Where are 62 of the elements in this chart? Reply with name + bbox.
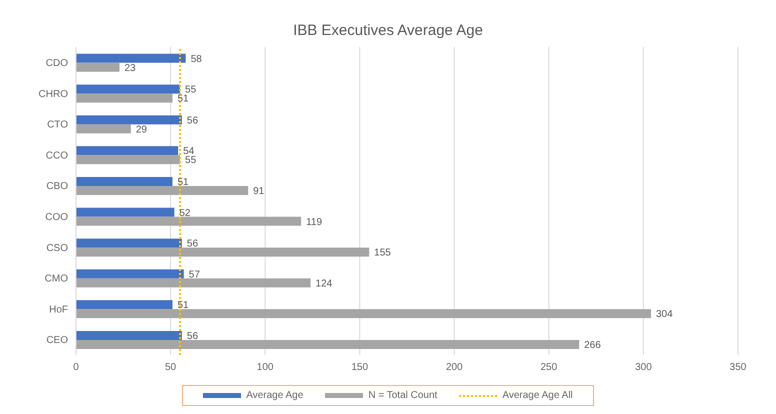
bar <box>76 300 172 310</box>
bar <box>76 155 180 164</box>
bar <box>76 216 302 226</box>
data-label: 57 <box>188 269 200 280</box>
x-tick-label: 150 <box>351 362 368 374</box>
legend-label: Average Age <box>245 390 304 401</box>
x-tick-label: 350 <box>730 362 747 374</box>
data-label: 266 <box>584 340 602 352</box>
y-tick-label: CMO <box>44 274 68 285</box>
legend-label: Average Age All <box>501 390 573 401</box>
data-label: 119 <box>306 216 322 228</box>
y-tick-label: CCO <box>46 150 68 162</box>
data-label: 54 <box>183 146 195 158</box>
data-label: 56 <box>186 238 198 250</box>
bar <box>76 186 248 195</box>
bar <box>76 124 131 134</box>
y-tick-label: CTO <box>47 120 68 131</box>
x-tick-label: 200 <box>446 362 464 374</box>
data-label: 23 <box>124 62 136 74</box>
y-tick-label: HoF <box>49 304 68 316</box>
bar <box>76 238 182 248</box>
y-tick-label: CDO <box>46 58 68 69</box>
bar <box>76 94 172 103</box>
bar <box>76 330 182 340</box>
data-label: 52 <box>179 208 191 219</box>
data-label: 51 <box>177 177 190 188</box>
y-tick-label: COO <box>45 212 68 223</box>
x-tick-label: 50 <box>165 362 177 374</box>
bar <box>76 115 182 124</box>
data-label: 155 <box>374 248 392 259</box>
y-tick-label: CBO <box>46 181 68 192</box>
data-label: 91 <box>253 186 265 198</box>
bar <box>76 309 651 318</box>
x-tick-label: 100 <box>256 362 274 374</box>
legend-label: N = Total Count <box>367 390 438 401</box>
data-label: 304 <box>656 309 674 320</box>
data-label: 124 <box>316 278 333 290</box>
data-label: 58 <box>190 54 202 65</box>
bar <box>76 278 311 288</box>
data-label: 55 <box>185 155 197 166</box>
bar <box>76 248 370 257</box>
x-tick-label: 300 <box>635 362 652 374</box>
data-label: 29 <box>136 124 148 136</box>
bar <box>76 176 172 186</box>
bar <box>76 84 180 94</box>
bar <box>76 62 120 72</box>
y-tick-label: CSO <box>46 242 68 254</box>
y-tick-label: CHRO <box>38 88 68 100</box>
data-label: 51 <box>177 94 190 105</box>
y-tick-label: CEO <box>46 335 68 346</box>
data-label: 56 <box>186 115 198 126</box>
data-label: 55 <box>185 84 197 96</box>
bar <box>76 146 178 156</box>
x-tick-label: 0 <box>73 362 80 374</box>
x-tick-label: 250 <box>540 362 558 374</box>
bar <box>76 340 580 349</box>
bar <box>76 54 186 63</box>
chart-title: IBB Executives Average Age <box>292 21 484 41</box>
bar <box>76 208 174 217</box>
data-label: 56 <box>186 331 198 342</box>
data-label: 51 <box>177 300 190 312</box>
bar <box>76 269 184 278</box>
